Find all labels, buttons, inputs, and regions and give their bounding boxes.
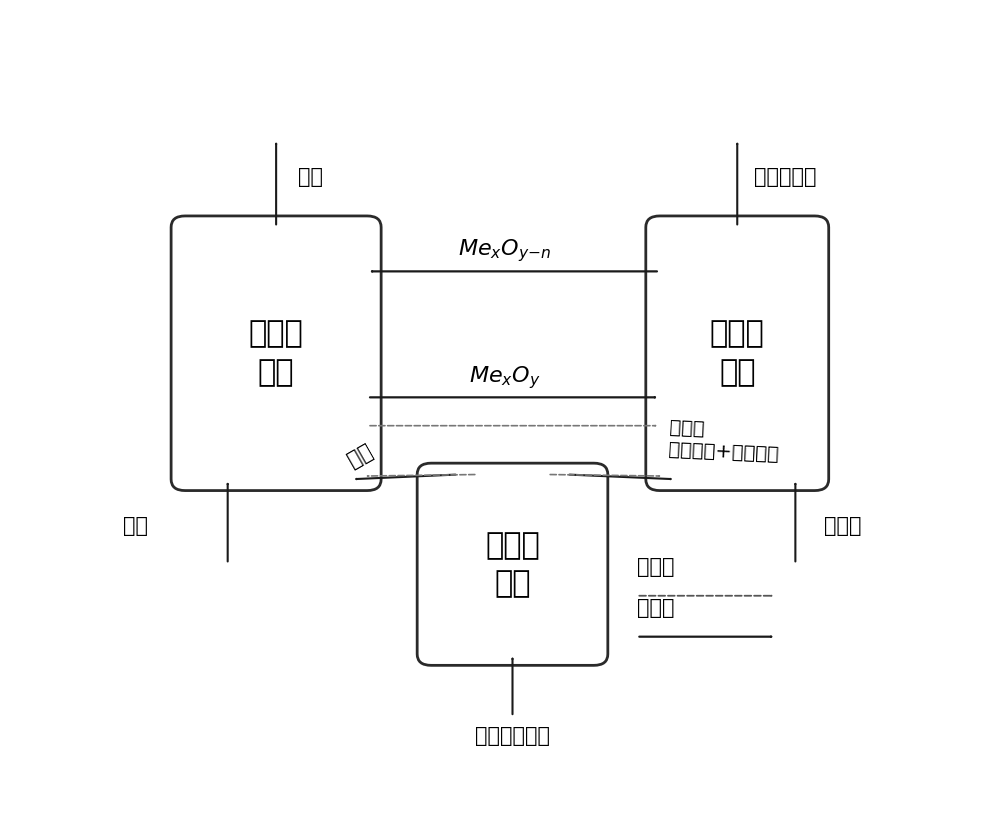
Text: 热解反
应器: 热解反 应器 bbox=[485, 531, 540, 598]
Text: 物质流: 物质流 bbox=[637, 598, 674, 618]
FancyBboxPatch shape bbox=[171, 216, 381, 491]
Text: 水蒸气: 水蒸气 bbox=[824, 516, 862, 537]
Text: 富氢合成气: 富氢合成气 bbox=[754, 167, 817, 187]
Text: 再生反
应器: 再生反 应器 bbox=[249, 320, 304, 387]
Text: $Me_xO_{y\mathregular{-}n}$: $Me_xO_{y\mathregular{-}n}$ bbox=[458, 237, 551, 264]
Text: 碳基固体燃料: 碳基固体燃料 bbox=[475, 726, 550, 747]
Text: $Me_xO_y$: $Me_xO_y$ bbox=[469, 364, 541, 391]
FancyBboxPatch shape bbox=[646, 216, 829, 491]
FancyBboxPatch shape bbox=[417, 463, 608, 665]
Text: 尾气: 尾气 bbox=[298, 167, 323, 187]
Text: 挥发份
（大分子+小分子）: 挥发份 （大分子+小分子） bbox=[668, 418, 780, 465]
Text: 焦炭: 焦炭 bbox=[343, 441, 374, 470]
Text: 重整反
应器: 重整反 应器 bbox=[710, 320, 765, 387]
Text: 空气: 空气 bbox=[123, 516, 148, 537]
Text: 能量流: 能量流 bbox=[637, 557, 674, 577]
